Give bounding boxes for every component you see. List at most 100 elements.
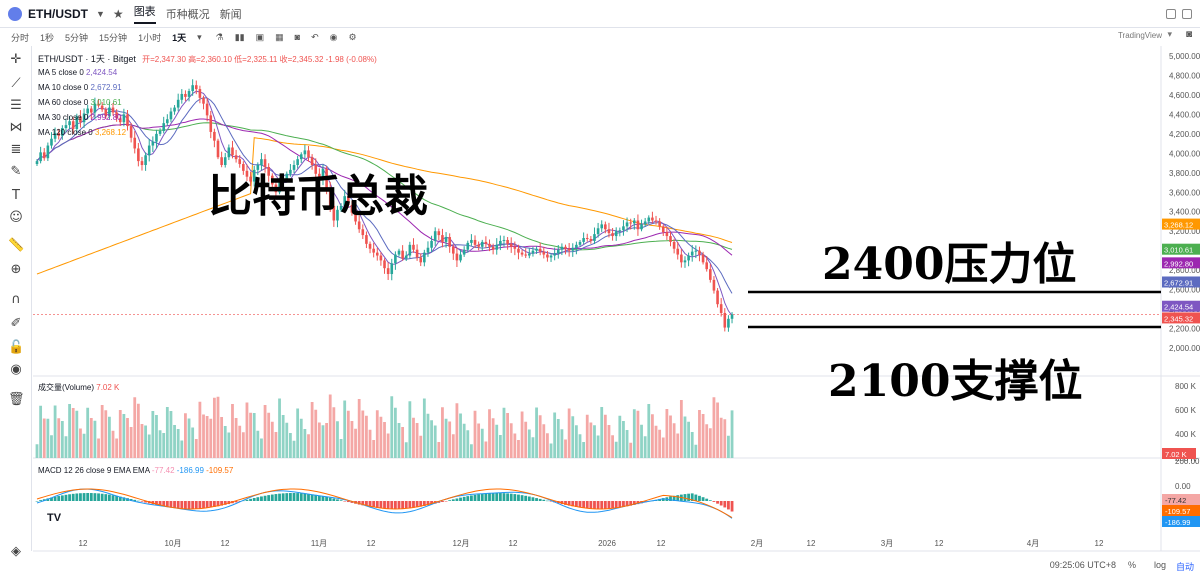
volume-bar [274,432,278,458]
record-icon[interactable]: ◉ [329,31,338,42]
layout-icon[interactable] [1166,9,1176,19]
undo-icon[interactable]: ↶ [311,31,319,42]
volume-bar [50,435,53,458]
candle-type-icon[interactable]: ▮▮ [234,31,245,42]
text-icon[interactable]: T [12,188,20,203]
volume-bar [498,435,502,458]
candle-body [719,304,723,313]
candle-body [542,251,546,255]
chevron-down-icon[interactable]: ▼ [96,8,105,19]
candle-body [643,221,647,225]
star-icon[interactable]: ★ [112,6,124,21]
volume-bar [133,397,137,458]
pattern-icon[interactable]: ⋈ [9,120,23,135]
fullscreen-icon[interactable] [1182,9,1192,19]
lock-drawing-icon[interactable]: ✐ [10,316,22,331]
chevron-down-icon[interactable]: ▾ [197,31,202,42]
indicator-icon[interactable]: ⚗ [215,31,224,42]
tf-1d[interactable]: 1天 [172,32,187,43]
layers-icon[interactable]: ◈ [11,544,21,559]
macd-histogram-bar [473,494,477,501]
fib-icon[interactable]: ≣ [10,142,22,157]
volume-bar [698,410,701,458]
lock-icon[interactable]: 🔓 [8,340,25,355]
tab-news[interactable]: 新闻 [219,8,242,21]
volume-bar [292,440,296,458]
volume-bar [147,434,151,458]
ruler-icon[interactable]: 📏 [8,238,25,253]
trash-icon[interactable]: 🗑 [8,392,25,407]
tab-coin-overview[interactable]: 币种概况 [165,8,210,21]
camera-icon[interactable]: ◙ [1185,29,1192,40]
settings-icon[interactable]: ⚙ [348,31,357,42]
candle-body [571,247,575,251]
macd-histogram-bar [698,495,701,501]
tab-chart[interactable]: 图表 [133,3,156,24]
tf-1h[interactable]: 1小时 [138,32,162,43]
tradingview-brand[interactable]: TradingView [1117,31,1162,40]
volume-bar [393,407,397,458]
candle-body [321,168,325,180]
tf-15m[interactable]: 15分钟 [99,32,128,43]
log-toggle[interactable]: log [1153,560,1166,570]
tf-tick[interactable]: 分时 [11,32,30,43]
auto-toggle[interactable]: 自动 [1175,562,1194,572]
volume-bar [86,407,90,458]
macd-histogram-bar [618,501,622,508]
macd-histogram-bar [393,501,397,509]
screenshot-icon[interactable]: ▣ [255,31,265,42]
candle-body [629,222,632,224]
horizontal-lines-icon[interactable]: ☰ [10,98,22,113]
tf-1s[interactable]: 1秒 [40,32,55,43]
volume-bar [187,418,191,458]
macd-line [36,488,733,519]
price-chart[interactable]: 5,000.00 4,800.00 4,600.00 4,400.00 4,200.00… [33,46,1200,575]
candle-body [140,161,144,166]
volume-tick-label: 400 K [1175,430,1197,439]
macd-histogram-bar [517,494,520,501]
camera-icon[interactable]: ◙ [294,32,301,42]
volume-bar [343,400,347,458]
macd-histogram-bar [622,501,625,508]
trendline-icon[interactable]: ⟋ [11,76,21,91]
candle-body [357,221,361,230]
percent-toggle[interactable]: % [1127,560,1136,570]
macd-histogram-bar [426,501,430,506]
emoji-icon[interactable]: ☺ [9,210,23,225]
magnet-icon[interactable]: ∩ [11,292,21,307]
volume-bar [365,415,368,458]
brush-icon[interactable]: ✎ [10,164,22,179]
symbol-name[interactable]: ETH/USDT [28,6,88,21]
volume-bar [390,396,394,458]
macd-histogram-bar [527,496,531,501]
volume-bar [556,419,560,458]
price-label: 3,268.12 [1164,221,1193,230]
tf-5m[interactable]: 5分钟 [65,32,89,43]
candle-body [151,141,155,146]
candle-body [256,165,260,170]
ma-legend-3: MA 30 close 0 2,992.80 [38,113,122,122]
x-tick-label: 2026 [598,539,616,548]
chart-title: ETH/USDT · 1天 · Bitget [38,54,136,64]
zoom-in-icon[interactable]: ⊕ [10,262,22,277]
ma-label: MA 30 close 0 [38,113,89,122]
volume-bar [100,405,104,458]
layout-grid-icon[interactable]: ▦ [275,31,284,42]
candle-body [184,93,187,97]
x-tick-label: 12 [509,539,518,548]
macd-histogram-bar [289,493,292,501]
macd-histogram-bar [477,494,481,501]
macd-histogram-bar [111,495,115,501]
eye-icon[interactable]: ◉ [10,362,22,377]
crosshair-icon[interactable]: ✛ [10,52,22,67]
macd-tick-label: 0.00 [1175,482,1191,491]
macd-histogram-bar [202,501,205,509]
volume-last-label: 7.02 K [1165,450,1187,459]
volume-bar [53,405,57,458]
clock[interactable]: 09:25:06 UTC+8 [1049,560,1116,570]
macd-histogram-bar [470,495,473,501]
macd-histogram-bar [672,495,676,501]
chevron-down-icon[interactable]: ▾ [1167,29,1172,39]
candle-body [292,165,296,170]
volume-bar [658,429,662,458]
